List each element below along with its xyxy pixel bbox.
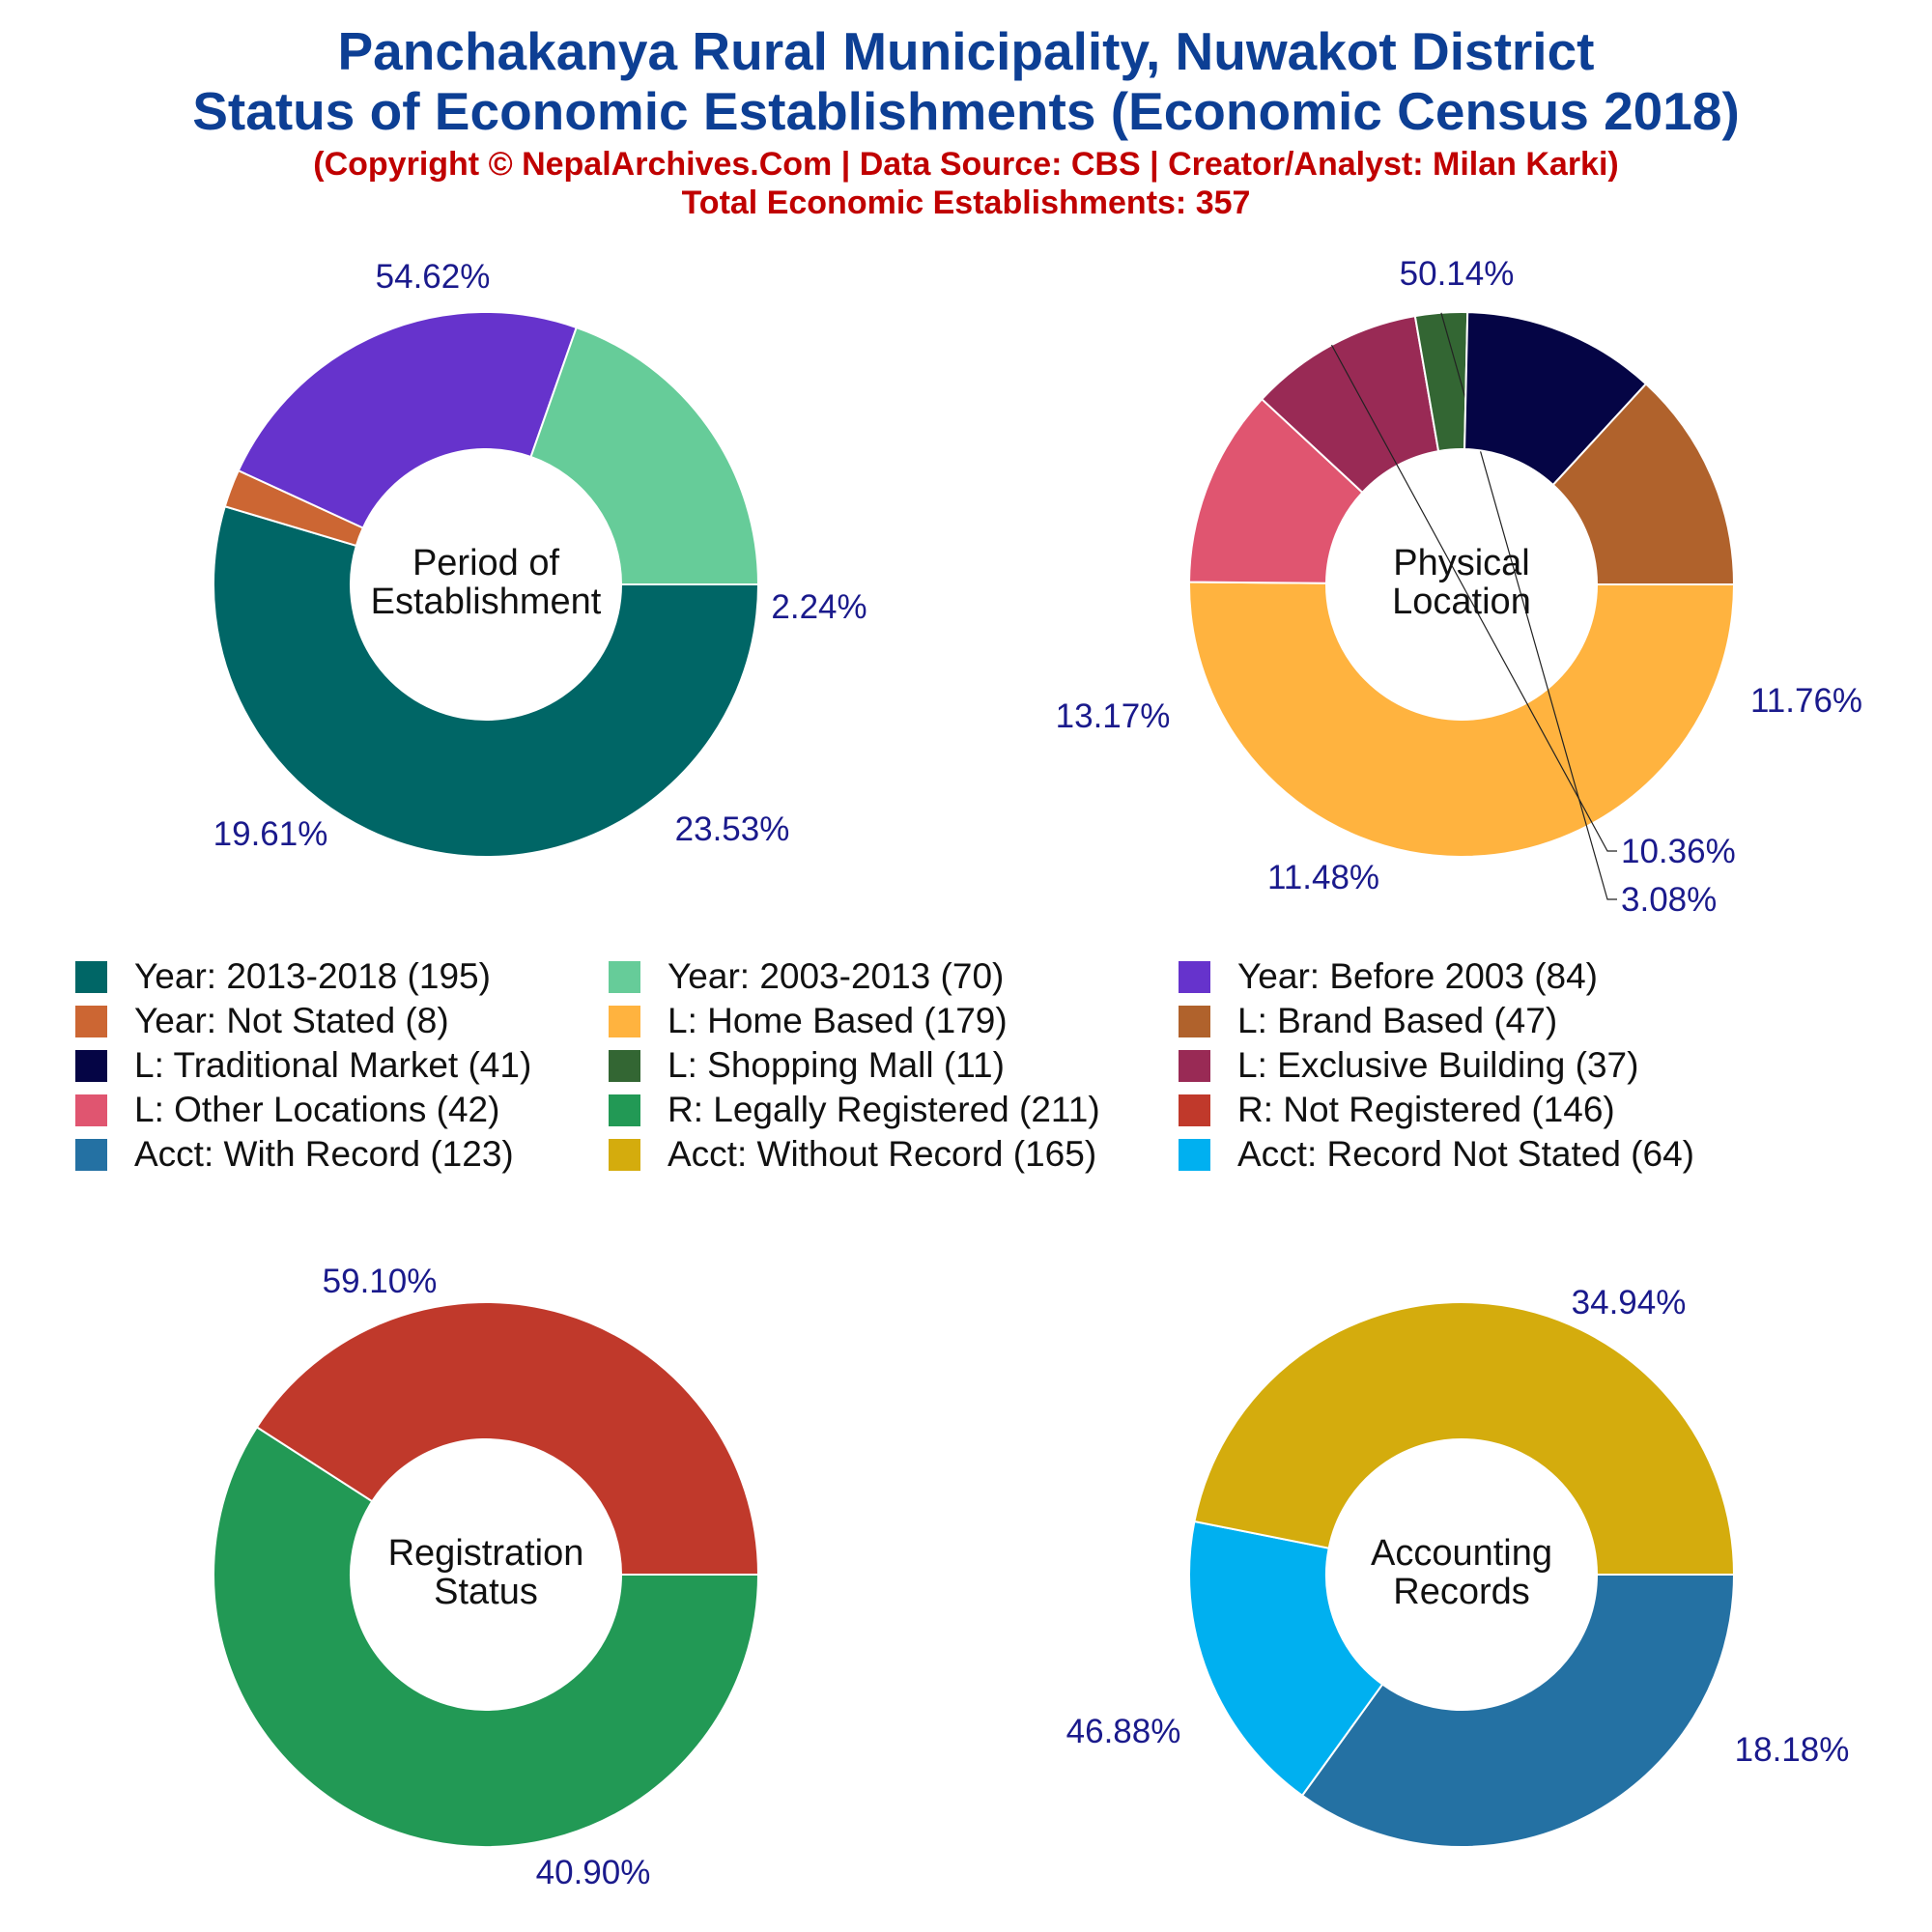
legend-swatch (1179, 1050, 1210, 1082)
legend-item: Acct: Without Record (165) (609, 1132, 1096, 1177)
legend-label: L: Home Based (179) (668, 1001, 1008, 1041)
slice-percent-label: 13.17% (1056, 697, 1171, 735)
legend-swatch (75, 961, 107, 993)
donut-slice (531, 327, 758, 584)
legend-item: L: Brand Based (47) (1179, 999, 1557, 1043)
legend-swatch (609, 1050, 640, 1082)
legend-label: Year: Not Stated (8) (134, 1001, 449, 1041)
slice-percent-label: 2.24% (771, 588, 867, 626)
legend-swatch (609, 961, 640, 993)
legend-swatch (75, 1006, 107, 1037)
slice-percent-label: 19.61% (213, 815, 328, 853)
donut-slice (1189, 582, 1734, 857)
legend-item: Year: 2003-2013 (70) (609, 954, 1004, 999)
legend-label: R: Not Registered (146) (1237, 1090, 1615, 1130)
legend-swatch (1179, 1006, 1210, 1037)
legend-label: L: Other Locations (42) (134, 1090, 499, 1130)
donut-center-label: Records (1393, 1572, 1530, 1612)
legend-label: L: Traditional Market (41) (134, 1045, 531, 1086)
donut-chart-1: 54.62% 2.24% 23.53% 19.61% Period ofEstablis… (213, 258, 867, 857)
legend-label: Acct: With Record (123) (134, 1134, 514, 1175)
legend-item: R: Not Registered (146) (1179, 1088, 1615, 1132)
legend-swatch (75, 1139, 107, 1171)
legend-swatch (1179, 1094, 1210, 1126)
legend-item: L: Home Based (179) (609, 999, 1008, 1043)
slice-percent-label: 18.18% (1735, 1731, 1850, 1769)
legend-label: Acct: Record Not Stated (64) (1237, 1134, 1694, 1175)
legend-item: Year: Before 2003 (84) (1179, 954, 1598, 999)
slice-percent-label: 34.94% (1572, 1284, 1687, 1321)
donut-center-label: Accounting (1371, 1533, 1552, 1574)
legend-item: L: Exclusive Building (37) (1179, 1043, 1638, 1088)
legend-swatch (609, 1094, 640, 1126)
legend-label: Acct: Without Record (165) (668, 1134, 1096, 1175)
slice-percent-label: 40.90% (536, 1854, 651, 1891)
donut-center-label: Period of (412, 543, 560, 583)
legend-label: L: Shopping Mall (11) (668, 1045, 1005, 1086)
legend-item: Acct: With Record (123) (75, 1132, 514, 1177)
donut-center-label: Location (1392, 582, 1531, 622)
legend-swatch (1179, 961, 1210, 993)
donut-center-label: Physical (1393, 543, 1530, 583)
donut-chart-2: 50.14% 11.76% 10.36% 3.08% 11.48% 13.17% Physi… (1056, 255, 1862, 919)
slice-percent-label: 59.10% (323, 1263, 438, 1300)
legend-swatch (609, 1006, 640, 1037)
legend-swatch (609, 1139, 640, 1171)
slice-percent-label: 3.08% (1621, 881, 1717, 919)
slice-percent-label: 23.53% (675, 810, 790, 848)
slice-percent-label: 11.76% (1750, 682, 1862, 720)
legend-swatch (75, 1050, 107, 1082)
legend-swatch (75, 1094, 107, 1126)
donut-slice (1302, 1575, 1734, 1847)
legend-label: R: Legally Registered (211) (668, 1090, 1100, 1130)
slice-percent-label: 11.48% (1267, 859, 1379, 896)
slice-percent-label: 10.36% (1621, 833, 1736, 870)
donut-center-label: Establishment (371, 582, 602, 622)
slice-percent-label: 50.14% (1400, 255, 1515, 293)
slice-percent-label: 54.62% (376, 258, 491, 296)
legend-label: Year: 2013-2018 (195) (134, 956, 491, 997)
legend-item: L: Shopping Mall (11) (609, 1043, 1005, 1088)
legend-item: Year: Not Stated (8) (75, 999, 449, 1043)
legend-item: L: Traditional Market (41) (75, 1043, 531, 1088)
legend-item: Acct: Record Not Stated (64) (1179, 1132, 1694, 1177)
legend-label: Year: 2003-2013 (70) (668, 956, 1004, 997)
legend-swatch (1179, 1139, 1210, 1171)
legend-item: L: Other Locations (42) (75, 1088, 499, 1132)
legend-label: L: Exclusive Building (37) (1237, 1045, 1638, 1086)
legend-label: Year: Before 2003 (84) (1237, 956, 1598, 997)
slice-percent-label: 46.88% (1066, 1713, 1181, 1750)
legend-item: R: Legally Registered (211) (609, 1088, 1100, 1132)
legend-item: Year: 2013-2018 (195) (75, 954, 491, 999)
donut-center-label: Registration (388, 1533, 584, 1574)
donut-center-label: Status (434, 1572, 538, 1612)
legend-label: L: Brand Based (47) (1237, 1001, 1557, 1041)
